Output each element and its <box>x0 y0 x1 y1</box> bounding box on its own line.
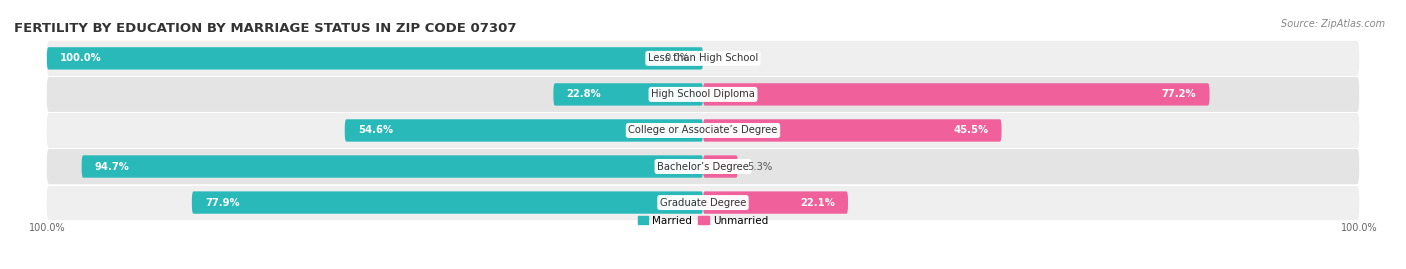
Text: Less than High School: Less than High School <box>648 53 758 63</box>
Text: 0.0%: 0.0% <box>665 53 690 63</box>
FancyBboxPatch shape <box>344 119 703 142</box>
Text: 77.2%: 77.2% <box>1161 89 1197 100</box>
Text: High School Diploma: High School Diploma <box>651 89 755 100</box>
FancyBboxPatch shape <box>46 41 1360 76</box>
Text: 94.7%: 94.7% <box>94 161 129 172</box>
Text: 5.3%: 5.3% <box>748 161 773 172</box>
FancyBboxPatch shape <box>703 119 1001 142</box>
Text: 22.1%: 22.1% <box>800 197 835 208</box>
Text: 22.8%: 22.8% <box>567 89 602 100</box>
Text: FERTILITY BY EDUCATION BY MARRIAGE STATUS IN ZIP CODE 07307: FERTILITY BY EDUCATION BY MARRIAGE STATU… <box>14 22 516 35</box>
Text: 54.6%: 54.6% <box>359 125 394 136</box>
FancyBboxPatch shape <box>554 83 703 106</box>
FancyBboxPatch shape <box>46 185 1360 220</box>
Text: 77.9%: 77.9% <box>205 197 239 208</box>
Text: Source: ZipAtlas.com: Source: ZipAtlas.com <box>1281 19 1385 29</box>
FancyBboxPatch shape <box>703 191 848 214</box>
FancyBboxPatch shape <box>703 155 738 178</box>
FancyBboxPatch shape <box>82 155 703 178</box>
FancyBboxPatch shape <box>191 191 703 214</box>
Text: Bachelor’s Degree: Bachelor’s Degree <box>657 161 749 172</box>
Text: 100.0%: 100.0% <box>60 53 101 63</box>
Text: 45.5%: 45.5% <box>953 125 988 136</box>
FancyBboxPatch shape <box>703 83 1209 106</box>
Legend: Married, Unmarried: Married, Unmarried <box>634 211 772 230</box>
FancyBboxPatch shape <box>46 149 1360 184</box>
FancyBboxPatch shape <box>46 113 1360 148</box>
FancyBboxPatch shape <box>46 47 703 70</box>
Text: Graduate Degree: Graduate Degree <box>659 197 747 208</box>
Text: College or Associate’s Degree: College or Associate’s Degree <box>628 125 778 136</box>
FancyBboxPatch shape <box>46 77 1360 112</box>
